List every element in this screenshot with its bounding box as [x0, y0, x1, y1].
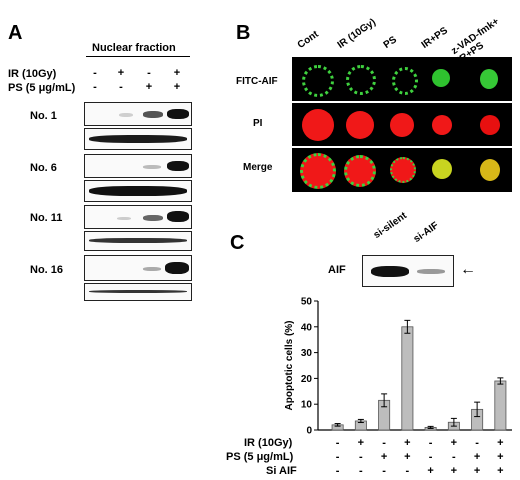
panel-c-sign: + — [473, 465, 481, 477]
y-tick-label: 0 — [306, 426, 312, 437]
loading-control-strip — [84, 283, 192, 301]
western-blot-strip — [84, 255, 192, 281]
panel-c-cond-si-label: Si AIF — [266, 465, 297, 477]
panel-a-cond-ps-label: PS (5 μg/mL) — [8, 82, 76, 94]
y-tick-label: 30 — [301, 348, 313, 359]
panel-a-sign: + — [173, 81, 181, 93]
y-axis-label: Apoptotic cells (%) — [284, 320, 295, 410]
y-tick-label: 20 — [301, 374, 313, 385]
loading-control-strip — [84, 128, 192, 150]
panel-a-cond-ir-label: IR (10Gy) — [8, 68, 57, 80]
panel-c-sign: - — [475, 437, 479, 449]
panel-a-header: Nuclear fraction — [92, 42, 176, 54]
loading-control-strip — [84, 231, 192, 251]
panel-c-sign: - — [335, 437, 340, 449]
y-tick-label: 40 — [301, 322, 313, 333]
panel-a-sign: + — [145, 81, 153, 93]
panel-a-letter: A — [8, 22, 23, 44]
panel-c-sign: + — [357, 437, 365, 449]
sample-label: No. 11 — [30, 212, 63, 224]
y-tick-label: 10 — [301, 400, 313, 411]
panel-a-sign: - — [119, 81, 123, 93]
panel-c-sign: - — [335, 451, 340, 463]
panel-a-sign: + — [117, 67, 125, 79]
panel-c-sign: - — [359, 465, 363, 477]
sample-label: No. 16 — [30, 264, 64, 276]
panel-c-sign: + — [497, 437, 504, 449]
panel-c-sign: - — [359, 451, 363, 463]
loading-control-strip — [84, 180, 192, 202]
panel-a-sign: + — [173, 67, 181, 79]
panel-c-sign: - — [382, 465, 386, 477]
arrow-icon: ← — [460, 261, 476, 278]
panel-c-sign: + — [450, 437, 458, 449]
panel-c-sign: - — [452, 451, 456, 463]
aif-blot-label: AIF — [328, 264, 346, 276]
sample-label: No. 6 — [30, 162, 57, 174]
panel-c-sign: + — [497, 465, 504, 477]
panel-c-letter: C — [230, 232, 245, 254]
panel-c-sign: - — [428, 451, 433, 463]
fluorescence-image-grid — [292, 57, 512, 192]
western-blot-strip — [84, 154, 192, 178]
panel-c-cond-ir-label: IR (10Gy) — [244, 437, 293, 449]
panel-a-sign: - — [93, 81, 97, 93]
panel-c-sign: + — [497, 451, 504, 463]
panel-b-letter: B — [236, 22, 251, 44]
panel-c-sign: - — [382, 437, 386, 449]
western-blot-strip — [84, 205, 192, 229]
panel-c-sign: + — [427, 465, 434, 477]
panel-c-sign: - — [405, 465, 410, 477]
panel-c-sign: + — [380, 451, 388, 463]
panel-c-cond-ps-label: PS (5 μg/mL) — [226, 451, 294, 463]
sample-label: No. 1 — [30, 110, 57, 122]
panel-c-sign: + — [473, 451, 481, 463]
microscopy-row-label: Merge — [243, 162, 273, 173]
western-blot-strip — [84, 102, 192, 126]
panel-c-sign: - — [428, 437, 433, 449]
y-tick-label: 50 — [301, 297, 313, 308]
aif-knockdown-blot — [362, 255, 454, 287]
microscopy-row-label: PI — [253, 118, 263, 129]
panel-c-sign: + — [404, 437, 411, 449]
panel-a-sign: - — [93, 67, 97, 79]
panel-a-header-line — [86, 56, 190, 57]
panel-c-sign: + — [450, 465, 458, 477]
microscopy-row-label: FITC-AIF — [236, 76, 278, 87]
panel-c-sign: - — [335, 465, 340, 477]
bar — [494, 380, 507, 431]
panel-c-sign: + — [404, 451, 411, 463]
panel-a-sign: - — [147, 67, 151, 79]
bar — [401, 326, 414, 431]
